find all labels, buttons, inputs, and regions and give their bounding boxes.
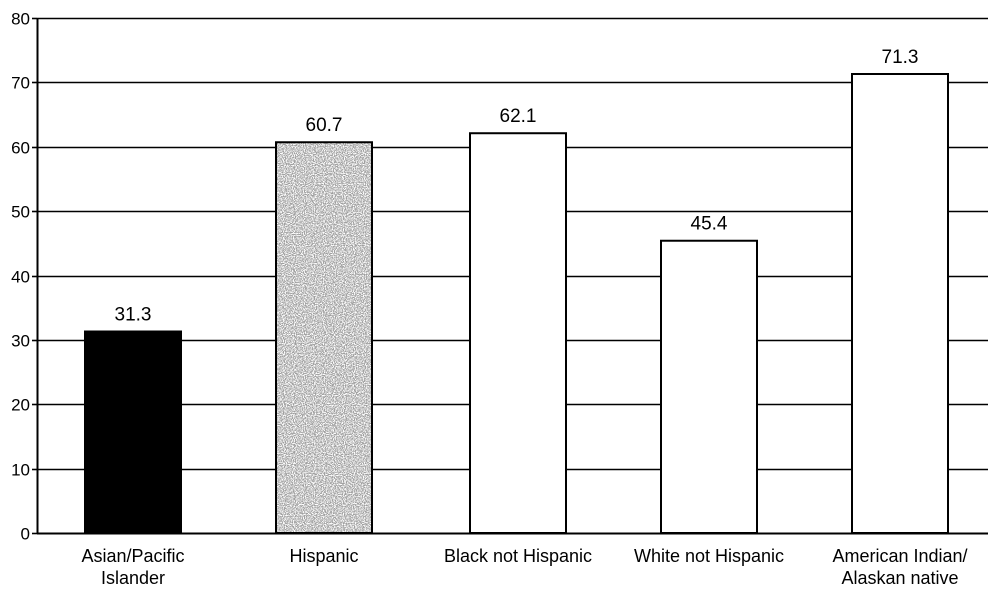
bar bbox=[851, 73, 949, 534]
y-tick-label: 70 bbox=[11, 74, 30, 93]
data-label: 60.7 bbox=[306, 115, 343, 136]
y-tick-label: 60 bbox=[11, 139, 30, 158]
y-tick-label: 50 bbox=[11, 203, 30, 222]
data-label: 62.1 bbox=[500, 106, 537, 127]
labels: 0 10 20 30 40 50 60 70 80 31.3 Asian/PacificIsland… bbox=[11, 10, 967, 589]
x-category-label: American Indian/ bbox=[832, 546, 967, 566]
x-category-label: Islander bbox=[101, 568, 165, 588]
axes bbox=[32, 17, 988, 535]
y-tick-label: 10 bbox=[11, 461, 30, 480]
y-tick-label: 0 bbox=[21, 525, 30, 544]
y-tick-label: 40 bbox=[11, 268, 30, 287]
data-label: 71.3 bbox=[882, 47, 919, 68]
x-category-label: Black not Hispanic bbox=[444, 546, 592, 566]
x-category-label: Hispanic bbox=[289, 546, 358, 566]
bar bbox=[660, 239, 758, 535]
x-category-label: Asian/Pacific bbox=[81, 546, 184, 566]
bars bbox=[84, 73, 949, 535]
bar bbox=[84, 330, 182, 534]
bar-stipple-pattern bbox=[276, 142, 372, 533]
data-label: 45.4 bbox=[691, 214, 728, 235]
data-label: 31.3 bbox=[115, 305, 152, 326]
y-tick-label: 20 bbox=[11, 396, 30, 415]
y-tick-label: 80 bbox=[11, 10, 30, 29]
y-tick-label: 30 bbox=[11, 332, 30, 351]
x-category-label: Alaskan native bbox=[841, 568, 958, 588]
bar bbox=[469, 132, 567, 534]
x-category-label: White not Hispanic bbox=[634, 546, 784, 566]
